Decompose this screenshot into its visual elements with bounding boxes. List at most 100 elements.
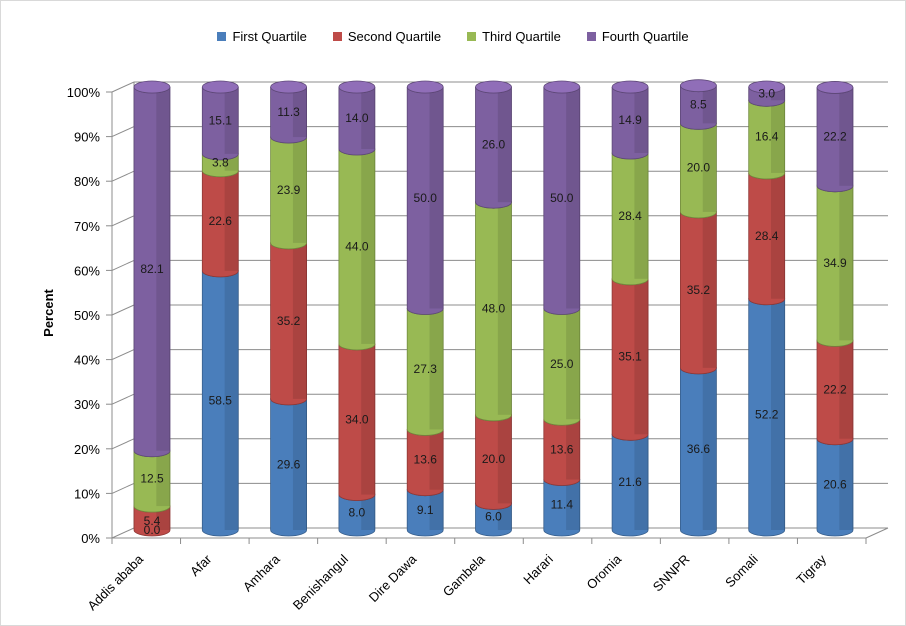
value-label-snnpr-first-quartile: 36.6 (687, 442, 711, 456)
gridline-slant-6 (111, 259, 135, 271)
legend-label-fourth-quartile: Fourth Quartile (601, 28, 689, 44)
value-label-somali-second-quartile: 28.4 (755, 229, 779, 243)
y-tick-label: 100% (67, 85, 101, 100)
legend-swatch-second-quartile (332, 31, 342, 41)
value-label-oromia-fourth-quartile: 14.9 (618, 113, 642, 127)
bar-shade (361, 149, 375, 344)
value-label-somali-first-quartile: 52.2 (755, 407, 779, 421)
y-tick-label: 90% (74, 130, 100, 145)
legend-item-fourth-quartile: Fourth Quartile (586, 26, 689, 46)
bar-cap (133, 80, 171, 94)
value-label-gambela-fourth-quartile: 26.0 (482, 138, 506, 152)
floor-edge (865, 527, 889, 539)
gridline-slant-8 (111, 170, 135, 182)
legend-item-second-quartile: Second Quartile (332, 26, 442, 46)
bar-shade (429, 489, 444, 530)
value-label-benishangul-second-quartile: 34.0 (345, 412, 369, 426)
bar-oromia-second-quartile (611, 272, 649, 441)
value-labels: 0.05.4 12.5 82.1 58.5 22.6 3.8 15.1 29.6 35.2 23.… (140, 87, 847, 537)
y-tick-label: 20% (74, 442, 100, 457)
y-tick-label: 50% (74, 308, 100, 323)
value-label-addis-ababa-fourth-quartile: 82.1 (140, 262, 164, 276)
gridline-slant-4 (111, 349, 135, 361)
bar-shade (839, 438, 853, 530)
bar-shade (839, 185, 853, 341)
value-label-amhara-second-quartile: 35.2 (277, 314, 301, 328)
value-label-snnpr-second-quartile: 35.2 (687, 283, 711, 297)
value-label-addis-ababa-first-quartile: 0.0 (144, 523, 161, 537)
bar-benishangul-fourth-quartile (338, 80, 376, 156)
bar-shade (702, 211, 717, 368)
value-label-benishangul-third-quartile: 44.0 (345, 239, 369, 253)
x-tick-label-gambela: Gambela (440, 551, 488, 599)
bar-shade (497, 414, 512, 504)
value-label-gambela-second-quartile: 20.0 (482, 452, 506, 466)
value-label-snnpr-third-quartile: 20.0 (687, 161, 711, 175)
x-tick-label-tigray: Tigray (793, 551, 829, 587)
bar-snnpr-fourth-quartile (680, 79, 717, 130)
bar-shade (361, 494, 375, 530)
x-tick-label-addis-ababa: Addis ababa (84, 551, 146, 613)
bar-somali-fourth-quartile (748, 80, 786, 107)
value-label-tigray-third-quartile: 34.9 (823, 256, 847, 270)
bar-cap (270, 80, 308, 94)
legend-swatch-first-quartile (217, 31, 227, 41)
bar-shade (156, 450, 170, 507)
bar-shade (839, 87, 853, 186)
bar-afar-fourth-quartile (201, 80, 239, 161)
bar-cap (748, 80, 786, 94)
bar-shade (361, 87, 375, 150)
value-label-benishangul-first-quartile: 8.0 (349, 505, 366, 519)
bars (133, 79, 854, 537)
bar-shade (497, 202, 512, 415)
bar-shade (429, 429, 444, 490)
gridline-slant-1 (111, 482, 135, 494)
value-label-gambela-first-quartile: 6.0 (485, 510, 502, 524)
bar-shade (429, 308, 444, 430)
y-tick-label: 30% (74, 397, 100, 412)
bar-gambela-fourth-quartile (475, 80, 512, 209)
value-label-somali-fourth-quartile: 3.0 (758, 87, 775, 101)
legend-label-first-quartile: First Quartile (232, 28, 307, 44)
bar-shade (292, 242, 307, 399)
bar-shade (702, 123, 717, 212)
legend: First Quartile Second Quartile Third Qua… (0, 26, 906, 46)
value-label-addis-ababa-third-quartile: 12.5 (140, 471, 164, 485)
bar-shade (156, 506, 170, 530)
value-label-oromia-second-quartile: 35.1 (618, 350, 642, 364)
bar-cap (338, 80, 376, 94)
bar-shade (839, 340, 853, 439)
x-tick-label-afar: Afar (187, 551, 215, 579)
value-label-dire-dawa-second-quartile: 13.6 (414, 453, 438, 467)
gridline-slant-5 (111, 304, 135, 316)
bar-cap (406, 80, 444, 94)
value-label-dire-dawa-first-quartile: 9.1 (417, 503, 434, 517)
x-tick-label-benishangul: Benishangul (290, 551, 351, 612)
bar-shade (224, 270, 239, 530)
bar-shade (771, 172, 785, 299)
gridline-slant-9 (111, 126, 135, 138)
value-label-tigray-second-quartile: 22.2 (823, 383, 847, 397)
bar-harari-fourth-quartile (543, 80, 581, 315)
bar-shade (429, 87, 444, 309)
value-label-dire-dawa-third-quartile: 27.3 (414, 362, 438, 376)
bar-cap (201, 80, 239, 94)
legend-label-third-quartile: Third Quartile (482, 28, 561, 44)
y-tick-label: 60% (74, 263, 100, 278)
bar-afar-first-quartile (201, 264, 239, 537)
value-label-harari-second-quartile: 13.6 (550, 442, 574, 456)
bar-shade (566, 479, 580, 530)
bar-shade (156, 87, 170, 451)
bar-shade (292, 87, 307, 138)
gridline-slant-7 (111, 215, 135, 227)
bar-benishangul-second-quartile (338, 337, 376, 501)
bar-shade (224, 87, 239, 154)
value-label-amhara-first-quartile: 29.6 (277, 457, 301, 471)
legend-item-first-quartile: First Quartile (217, 26, 307, 46)
bar-shade (634, 153, 649, 279)
value-label-afar-second-quartile: 22.6 (209, 214, 233, 228)
y-tick-label: 40% (74, 353, 100, 368)
legend-swatch-fourth-quartile (586, 31, 596, 41)
legend-label-second-quartile: Second Quartile (347, 28, 442, 44)
y-tick-label: 80% (74, 174, 100, 189)
